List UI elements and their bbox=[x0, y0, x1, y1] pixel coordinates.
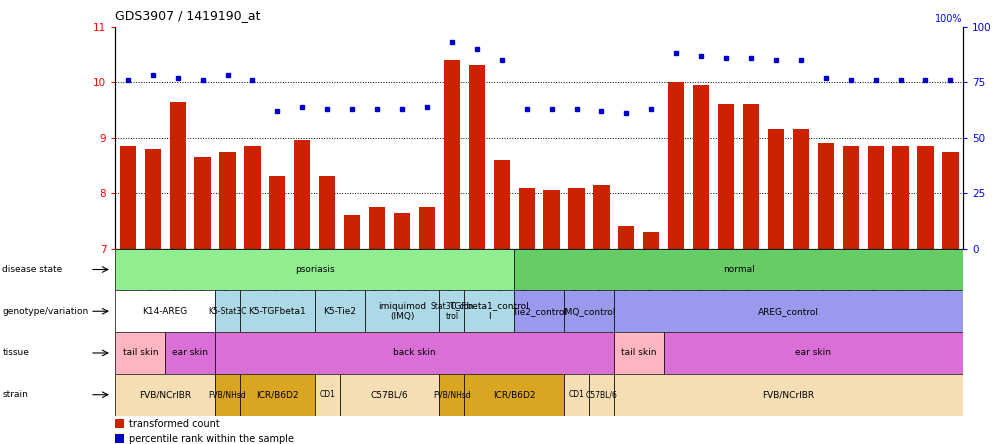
Text: K5-TGFbeta1: K5-TGFbeta1 bbox=[248, 307, 306, 316]
Bar bbox=[493, 160, 509, 249]
Text: ear skin: ear skin bbox=[795, 349, 831, 357]
Text: CD1: CD1 bbox=[568, 390, 584, 399]
Bar bbox=[119, 146, 136, 249]
Text: 100%: 100% bbox=[935, 14, 962, 24]
Bar bbox=[214, 332, 613, 374]
Bar bbox=[443, 60, 460, 249]
Text: genotype/variation: genotype/variation bbox=[2, 307, 88, 316]
Bar bbox=[663, 332, 962, 374]
Bar bbox=[514, 249, 962, 290]
Bar bbox=[169, 102, 185, 249]
Bar bbox=[319, 176, 335, 249]
Bar bbox=[464, 290, 514, 332]
Text: FVB/NHsd: FVB/NHsd bbox=[208, 390, 246, 399]
Text: IMQ_control: IMQ_control bbox=[562, 307, 615, 316]
Bar bbox=[244, 146, 261, 249]
Text: tissue: tissue bbox=[2, 349, 29, 357]
Bar bbox=[115, 374, 214, 416]
Bar bbox=[439, 374, 464, 416]
Bar bbox=[692, 85, 708, 249]
Bar bbox=[617, 226, 634, 249]
Bar bbox=[817, 143, 833, 249]
Text: K14-AREG: K14-AREG bbox=[142, 307, 187, 316]
Bar bbox=[214, 374, 239, 416]
Bar bbox=[340, 374, 439, 416]
Bar bbox=[115, 290, 214, 332]
Bar bbox=[768, 129, 784, 249]
Text: transformed count: transformed count bbox=[129, 419, 219, 428]
Bar bbox=[941, 151, 958, 249]
Text: imiquimod
(IMQ): imiquimod (IMQ) bbox=[378, 301, 426, 321]
Bar bbox=[892, 146, 908, 249]
Bar bbox=[294, 140, 310, 249]
Bar bbox=[717, 104, 733, 249]
Bar bbox=[518, 188, 534, 249]
Bar bbox=[315, 374, 340, 416]
Text: tail skin: tail skin bbox=[620, 349, 656, 357]
Text: C57BL/6: C57BL/6 bbox=[585, 390, 617, 399]
Text: psoriasis: psoriasis bbox=[295, 265, 335, 274]
Bar bbox=[867, 146, 883, 249]
Text: FVB/NCrIBR: FVB/NCrIBR bbox=[139, 390, 191, 399]
Bar bbox=[543, 190, 559, 249]
Text: tail skin: tail skin bbox=[122, 349, 158, 357]
Text: FVB/NCrIBR: FVB/NCrIBR bbox=[762, 390, 814, 399]
Text: K5-Stat3C: K5-Stat3C bbox=[208, 307, 246, 316]
Text: back skin: back skin bbox=[393, 349, 435, 357]
Bar bbox=[165, 332, 214, 374]
Bar bbox=[439, 290, 464, 332]
Bar bbox=[563, 290, 613, 332]
Text: disease state: disease state bbox=[2, 265, 62, 274]
Text: C57BL/6: C57BL/6 bbox=[371, 390, 408, 399]
Bar bbox=[115, 249, 514, 290]
Text: CD1: CD1 bbox=[319, 390, 335, 399]
Bar bbox=[464, 374, 563, 416]
Bar bbox=[269, 176, 286, 249]
Bar bbox=[369, 207, 385, 249]
Text: Stat3C_con
trol: Stat3C_con trol bbox=[430, 301, 473, 321]
Bar bbox=[115, 419, 124, 428]
Bar bbox=[144, 149, 160, 249]
Bar bbox=[419, 207, 435, 249]
Text: ICR/B6D2: ICR/B6D2 bbox=[256, 390, 299, 399]
Text: percentile rank within the sample: percentile rank within the sample bbox=[129, 434, 295, 444]
Bar bbox=[214, 290, 239, 332]
Bar bbox=[842, 146, 858, 249]
Bar bbox=[613, 332, 663, 374]
Bar bbox=[642, 232, 658, 249]
Bar bbox=[239, 290, 315, 332]
Text: TGFbeta1_control
l: TGFbeta1_control l bbox=[449, 301, 529, 321]
Bar bbox=[115, 332, 165, 374]
Bar bbox=[219, 151, 235, 249]
Bar bbox=[563, 374, 588, 416]
Bar bbox=[593, 185, 609, 249]
Bar bbox=[514, 290, 563, 332]
Text: K5-Tie2: K5-Tie2 bbox=[323, 307, 356, 316]
Text: ear skin: ear skin bbox=[172, 349, 208, 357]
Bar bbox=[667, 82, 683, 249]
Text: FVB/NHsd: FVB/NHsd bbox=[433, 390, 470, 399]
Bar bbox=[315, 290, 365, 332]
Bar bbox=[468, 66, 484, 249]
Text: strain: strain bbox=[2, 390, 28, 399]
Bar bbox=[613, 374, 962, 416]
Bar bbox=[792, 129, 809, 249]
Bar bbox=[613, 290, 962, 332]
Bar bbox=[917, 146, 933, 249]
Bar bbox=[588, 374, 613, 416]
Text: AREG_control: AREG_control bbox=[758, 307, 818, 316]
Bar bbox=[239, 374, 315, 416]
Text: GDS3907 / 1419190_at: GDS3907 / 1419190_at bbox=[115, 9, 261, 22]
Bar bbox=[365, 290, 439, 332]
Bar bbox=[344, 215, 360, 249]
Bar bbox=[394, 213, 410, 249]
Text: normal: normal bbox=[721, 265, 754, 274]
Bar bbox=[742, 104, 759, 249]
Text: ICR/B6D2: ICR/B6D2 bbox=[492, 390, 535, 399]
Text: Tie2_control: Tie2_control bbox=[511, 307, 566, 316]
Bar bbox=[115, 434, 124, 443]
Bar bbox=[194, 157, 210, 249]
Bar bbox=[568, 188, 584, 249]
